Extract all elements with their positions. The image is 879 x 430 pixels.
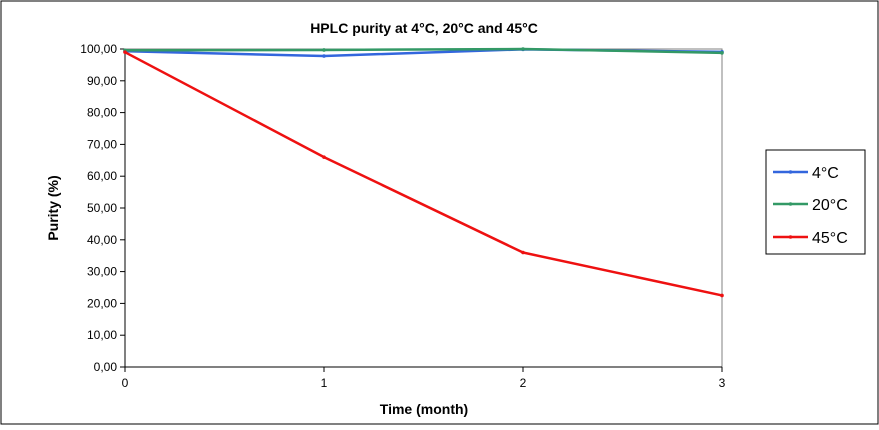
y-tick-label: 30,00 <box>87 265 117 279</box>
y-tick-label: 100,00 <box>80 42 117 56</box>
x-axis-title: Time (month) <box>380 401 468 417</box>
chart-title: HPLC purity at 4°C, 20°C and 45°C <box>310 20 538 36</box>
series-line-45c <box>124 51 723 297</box>
y-tick-label: 20,00 <box>87 296 117 310</box>
data-point-4c <box>322 54 326 58</box>
y-axis: 0,00 10,00 20,00 30,00 40,00 50,00 60,00 70,00 8… <box>80 42 126 374</box>
series-group <box>123 47 724 298</box>
legend-label-20c: 20°C <box>812 197 848 214</box>
x-axis: 0 1 2 3 <box>122 366 726 390</box>
y-tick-label: 60,00 <box>87 169 117 183</box>
legend-marker-45c <box>788 235 793 239</box>
legend-label-45c: 45°C <box>812 230 848 247</box>
y-tick-label: 80,00 <box>87 106 117 120</box>
legend: 4°C 20°C 45°C <box>765 149 866 255</box>
y-axis-title: Purity (%) <box>45 175 61 240</box>
x-tick-label: 1 <box>321 376 328 390</box>
x-tick-label: 2 <box>520 376 527 390</box>
y-tick-label: 50,00 <box>87 201 117 215</box>
legend-marker-4c <box>788 170 793 174</box>
data-point-20c <box>322 48 326 52</box>
y-tick-label: 10,00 <box>87 328 117 342</box>
data-point-45c <box>322 155 326 159</box>
data-point-45c <box>720 293 724 298</box>
data-point-45c <box>123 50 127 54</box>
plot-area <box>124 48 723 368</box>
legend-label-4c: 4°C <box>812 165 839 182</box>
y-tick-label: 70,00 <box>87 137 117 151</box>
y-tick-label: 40,00 <box>87 233 117 247</box>
data-point-20c <box>521 47 525 51</box>
series-line-20c <box>124 47 723 55</box>
legend-marker-20c <box>788 202 793 206</box>
x-tick-label: 3 <box>719 376 726 390</box>
x-tick-label: 0 <box>122 376 129 390</box>
data-point-20c <box>720 51 724 55</box>
y-tick-label: 0,00 <box>94 360 118 374</box>
y-tick-label: 90,00 <box>87 74 117 88</box>
data-point-45c <box>521 250 525 255</box>
